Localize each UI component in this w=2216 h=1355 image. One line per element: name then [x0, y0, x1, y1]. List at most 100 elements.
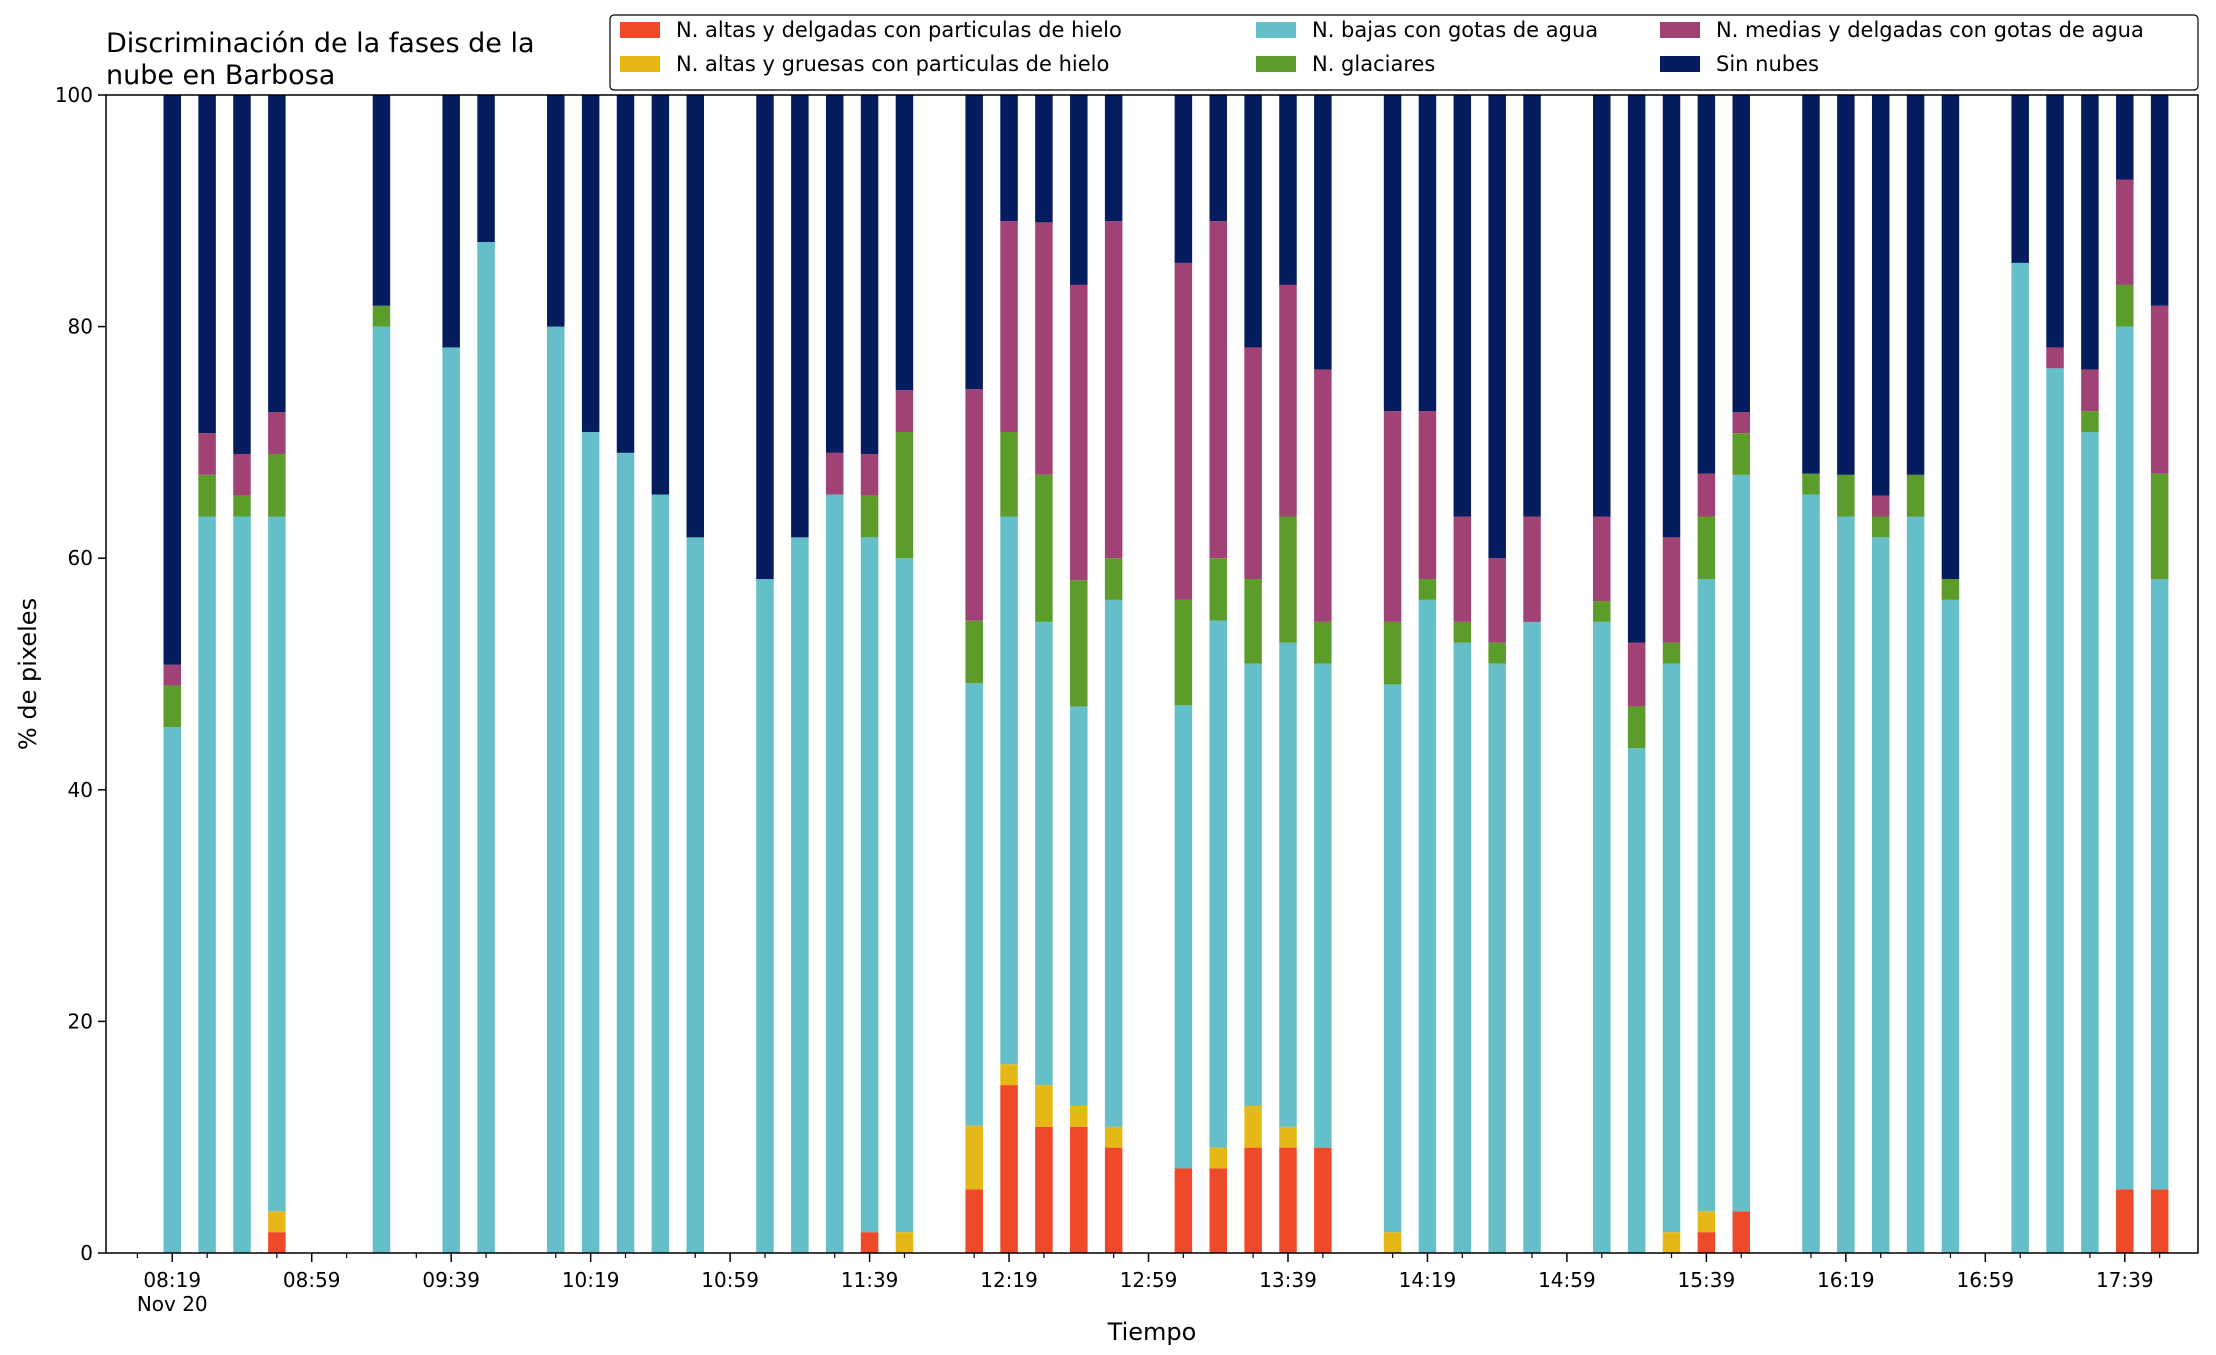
bar-segment: [372, 305, 391, 327]
bar-segment: [1488, 642, 1506, 664]
bar-segment: [1279, 284, 1297, 517]
bar-segment: [1837, 95, 1855, 475]
bar-segment: [547, 95, 565, 327]
x-tick-label: 14:59: [1538, 1268, 1596, 1292]
bar-segment: [2081, 431, 2099, 1254]
bar-segment: [1174, 705, 1193, 1169]
bar-segment: [1523, 516, 1541, 622]
bar-segment: [1662, 1232, 1681, 1253]
bar-segment: [1837, 516, 1855, 1253]
bar-segment: [2011, 95, 2029, 263]
bar-segment: [895, 431, 914, 559]
x-tick-label: 10:59: [701, 1268, 759, 1292]
bar-segment: [965, 1189, 983, 1253]
bar-segment: [1383, 621, 1402, 685]
bar-segment: [1418, 599, 1437, 1253]
bar-segment: [1732, 1211, 1750, 1253]
bar-segment: [2150, 1189, 2169, 1253]
bar-segment: [1453, 621, 1472, 643]
bar-segment: [1244, 1105, 1262, 1148]
bar-segment: [860, 453, 879, 496]
bar-segment: [1732, 412, 1750, 434]
bar-segment: [965, 620, 983, 684]
bar-segment: [1035, 474, 1053, 622]
bar-segment: [1732, 95, 1750, 413]
bar-segment: [651, 95, 670, 495]
bar-segment: [2150, 579, 2169, 1190]
bar-segment: [2116, 179, 2134, 285]
chart-title-line: nube en Barbosa: [106, 60, 335, 91]
legend-swatch: [1256, 56, 1296, 72]
bar-segment: [1697, 1232, 1716, 1253]
bar-segment: [895, 1232, 914, 1253]
bar-segment: [825, 452, 844, 495]
bar-segment: [1383, 95, 1402, 412]
bar-segment: [1837, 474, 1855, 517]
bar-segment: [791, 95, 809, 538]
bar-segment: [1244, 95, 1262, 348]
x-tick-label: 14:19: [1399, 1268, 1457, 1292]
bar-segment: [1453, 95, 1472, 517]
bar-segment: [1104, 1147, 1123, 1253]
bar-segment: [1174, 95, 1193, 263]
x-tick-label: 08:59: [283, 1268, 341, 1292]
bar-segment: [198, 516, 216, 1253]
bar-segment: [1453, 516, 1472, 622]
bar-segment: [1314, 663, 1332, 1148]
bar-segment: [965, 1125, 983, 1190]
legend-entry-label: Sin nubes: [1716, 52, 1819, 76]
bar-segment: [1209, 95, 1227, 222]
chart-title-line: Discriminación de la fases de la: [106, 28, 535, 59]
bar-segment: [1732, 433, 1750, 475]
legend-entry-label: N. medias y delgadas con gotas de agua: [1716, 18, 2144, 42]
bar-segment: [547, 326, 565, 1254]
legend-swatch: [1660, 56, 1700, 72]
bar-segment: [616, 452, 635, 1253]
bar-segment: [2081, 369, 2099, 412]
x-tick-label: 10:19: [562, 1268, 620, 1292]
bar-segment: [1906, 474, 1925, 517]
bars-layer: [163, 95, 2169, 1254]
bar-segment: [1209, 558, 1227, 621]
bar-segment: [1279, 1126, 1297, 1148]
bar-segment: [1070, 1126, 1088, 1253]
bar-segment: [581, 431, 600, 1254]
bar-segment: [268, 1211, 286, 1233]
bar-segment: [198, 474, 216, 517]
x-tick-label: 16:19: [1817, 1268, 1875, 1292]
bar-segment: [1627, 642, 1646, 707]
bar-segment: [686, 95, 704, 538]
bar-segment: [1070, 706, 1088, 1106]
bar-segment: [1662, 537, 1681, 643]
bar-segment: [1418, 411, 1437, 580]
bar-segment: [1871, 95, 1890, 496]
x-tick-label: 09:39: [422, 1268, 480, 1292]
bar-segment: [686, 537, 704, 1253]
bar-segment: [1244, 1147, 1262, 1253]
bar-segment: [1104, 221, 1123, 559]
bar-segment: [1104, 1126, 1123, 1148]
bar-segment: [1488, 558, 1506, 643]
bar-segment: [1070, 284, 1088, 581]
bar-segment: [1279, 1147, 1297, 1253]
bar-segment: [163, 685, 181, 728]
bar-segment: [233, 453, 251, 496]
legend-swatch: [620, 22, 660, 38]
bar-segment: [1000, 1064, 1018, 1086]
bar-segment: [442, 95, 460, 348]
bar-segment: [1209, 1168, 1227, 1253]
bar-segment: [2150, 473, 2169, 580]
bar-segment: [895, 95, 914, 391]
bar-segment: [2081, 411, 2099, 432]
bar-segment: [860, 95, 879, 454]
bar-segment: [2011, 262, 2029, 1253]
y-tick-label: 80: [68, 315, 93, 339]
bar-segment: [1802, 95, 1820, 474]
bar-segment: [1523, 95, 1541, 517]
bar-segment: [268, 95, 286, 413]
bar-segment: [1070, 580, 1088, 707]
bar-segment: [1383, 411, 1402, 622]
bar-segment: [1035, 1085, 1053, 1127]
